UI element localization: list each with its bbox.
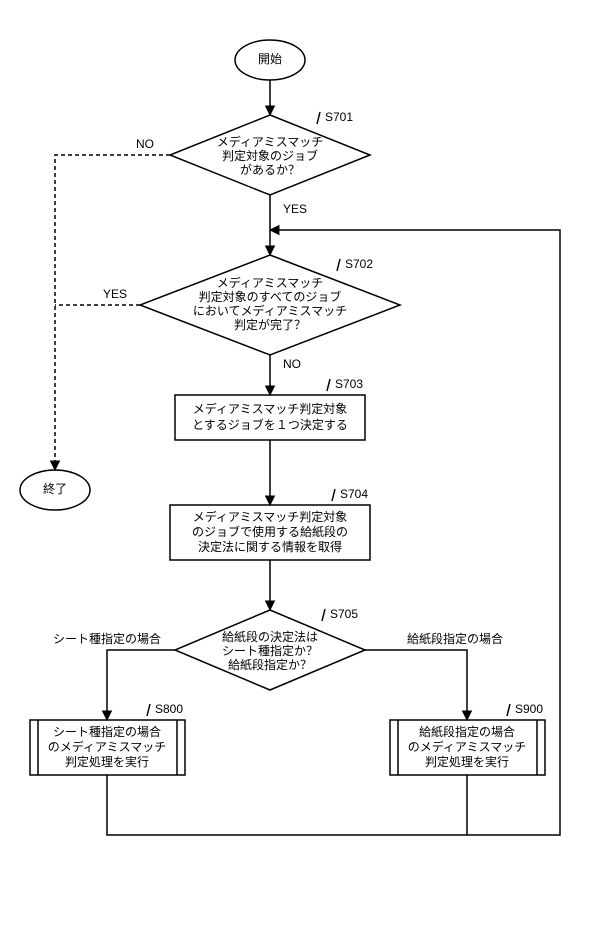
- s701-no-label: NO: [136, 137, 154, 151]
- s704-line3: 決定法に関する情報を取得: [198, 539, 342, 554]
- flowchart: 開始 終了 メディアミスマッチ 判定対象のジョブ があるか？ S701 メディア…: [0, 0, 591, 929]
- edge-s701-no: [55, 155, 170, 470]
- s701-line2: 判定対象のジョブ: [222, 148, 318, 163]
- edge-s800-join: [107, 775, 467, 835]
- s703-line1: メディアミスマッチ判定対象: [193, 401, 348, 416]
- s702-step: S702: [345, 257, 373, 271]
- s800-line3: 判定処理を実行: [65, 754, 149, 769]
- s800-line2: のメディアミスマッチ: [48, 739, 167, 754]
- s704-step: S704: [340, 487, 368, 501]
- s703-line2: とするジョブを１つ決定する: [192, 417, 348, 432]
- s703-step: S703: [335, 377, 363, 391]
- s701-line3: があるか？: [240, 162, 300, 177]
- end-label: 終了: [43, 481, 67, 496]
- s701-yes-label: YES: [283, 202, 307, 216]
- edge-s705-right: [365, 650, 467, 720]
- decision-s701: メディアミスマッチ 判定対象のジョブ があるか？ S701: [170, 110, 370, 195]
- terminal-start: 開始: [235, 40, 305, 80]
- s701-step: S701: [325, 110, 353, 124]
- s800-line1: シート種指定の場合: [53, 724, 161, 739]
- s702-no-label: NO: [283, 357, 301, 371]
- s701-line1: メディアミスマッチ: [217, 134, 324, 149]
- s705-right-label: 給紙段指定の場合: [407, 631, 503, 646]
- s702-yes-label: YES: [103, 287, 127, 301]
- s705-line3: 給紙段指定か？: [228, 657, 312, 672]
- s702-line1: メディアミスマッチ: [217, 275, 324, 290]
- s704-line2: のジョブで使用する給紙段の: [192, 524, 348, 539]
- s705-left-label: シート種指定の場合: [53, 631, 161, 646]
- s704-line1: メディアミスマッチ判定対象: [193, 509, 348, 524]
- s900-line3: 判定処理を実行: [425, 754, 509, 769]
- s900-step: S900: [515, 702, 543, 716]
- s702-line3: においてメディアミスマッチ: [193, 303, 347, 318]
- decision-s705: 給紙段の決定法は シート種指定か？ 給紙段指定か？ S705: [175, 607, 365, 690]
- s900-line2: のメディアミスマッチ: [408, 739, 527, 754]
- start-label: 開始: [258, 52, 282, 66]
- terminal-end: 終了: [20, 470, 90, 510]
- decision-s702: メディアミスマッチ 判定対象のすべてのジョブ においてメディアミスマッチ 判定が…: [140, 255, 400, 355]
- s705-step: S705: [330, 607, 358, 621]
- s705-line1: 給紙段の決定法は: [222, 629, 318, 644]
- s702-line4: 判定が完了？: [234, 317, 306, 332]
- s800-step: S800: [155, 702, 183, 716]
- s702-line2: 判定対象のすべてのジョブ: [199, 289, 342, 304]
- s900-line1: 給紙段指定の場合: [419, 724, 515, 739]
- s705-line2: シート種指定か？: [222, 643, 318, 658]
